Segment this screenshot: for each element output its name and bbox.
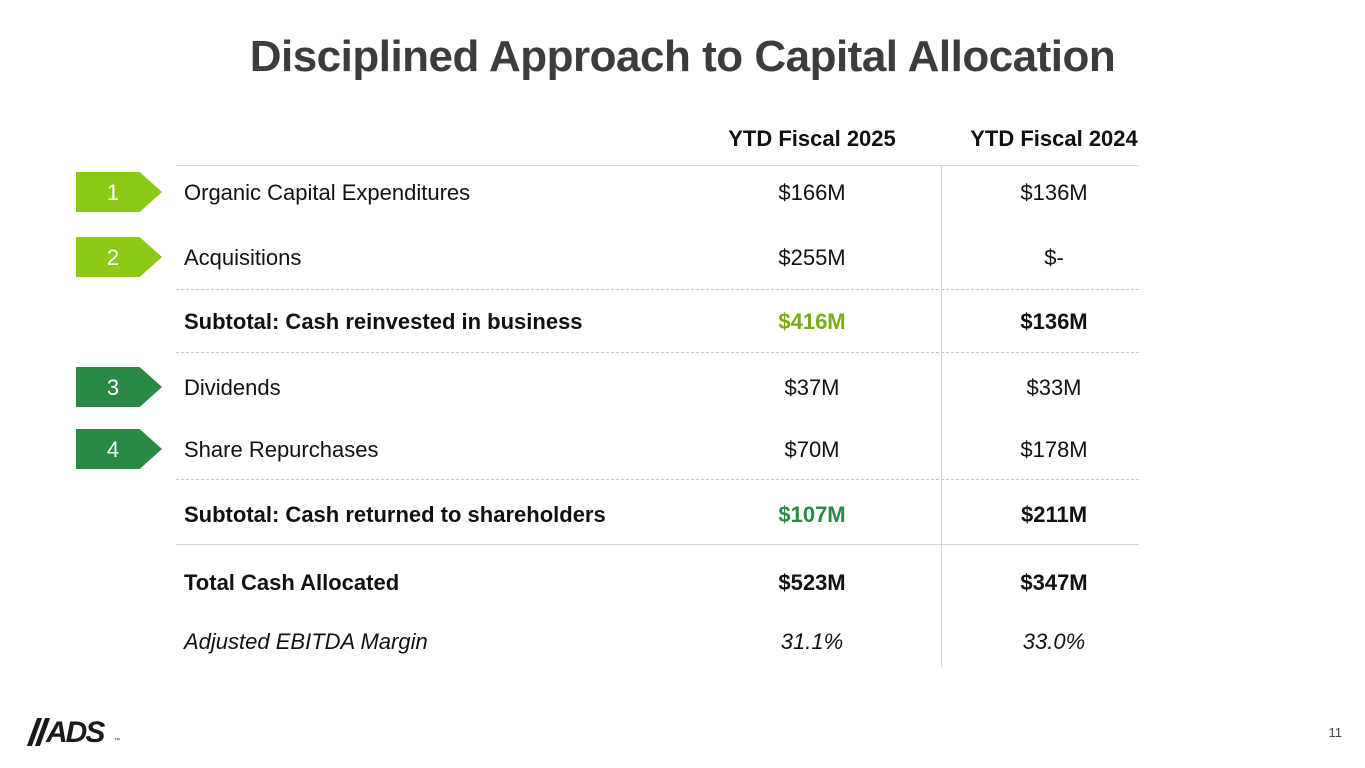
column-header-fy2024: YTD Fiscal 2024 <box>970 126 1138 151</box>
row-label: Share Repurchases <box>184 437 379 462</box>
value-fy2025: $107M <box>778 502 846 527</box>
row-label: Subtotal: Cash reinvested in business <box>184 309 583 334</box>
row-label: Organic Capital Expenditures <box>184 180 471 205</box>
row-divider <box>176 544 1139 545</box>
value-fy2025: $166M <box>778 180 846 205</box>
total-row: Total Cash Allocated $523M $347M <box>0 562 1365 602</box>
column-header-fy2025: YTD Fiscal 2025 <box>728 126 896 151</box>
step-badge-1: 1 <box>76 172 162 212</box>
value-fy2024: $33M <box>1026 375 1082 400</box>
ebitda-margin-row: Adjusted EBITDA Margin 31.1% 33.0% <box>0 621 1365 661</box>
value-fy2024: $347M <box>1020 570 1088 595</box>
subtotal-returned-row: Subtotal: Cash returned to shareholders … <box>0 494 1365 534</box>
value-fy2024: $211M <box>1020 502 1088 527</box>
page-number: 11 <box>1328 725 1343 740</box>
step-badge-2: 2 <box>76 237 162 277</box>
row-label: Dividends <box>184 375 281 400</box>
value-fy2025: $416M <box>778 309 846 334</box>
column-divider <box>941 166 942 668</box>
value-fy2024: 33.0% <box>1022 629 1086 654</box>
value-fy2024: $136M <box>1020 309 1088 334</box>
value-fy2025: $37M <box>784 375 840 400</box>
logo-trademark: ™ <box>114 738 120 744</box>
header-divider <box>176 165 1139 166</box>
value-fy2024: $136M <box>1020 180 1088 205</box>
table-row: 4 Share Repurchases $70M $178M <box>0 429 1365 469</box>
table-row: 1 Organic Capital Expenditures $166M $13… <box>0 172 1365 212</box>
slide-title: Disciplined Approach to Capital Allocati… <box>249 32 1116 81</box>
row-label: Acquisitions <box>184 245 302 270</box>
value-fy2025: $70M <box>784 437 840 462</box>
step-badge-3: 3 <box>76 367 162 407</box>
value-fy2025: $255M <box>778 245 846 270</box>
logo-text: ADS <box>46 716 105 749</box>
step-badge-4: 4 <box>76 429 162 469</box>
subtotal-reinvested-row: Subtotal: Cash reinvested in business $4… <box>0 301 1365 341</box>
row-divider <box>176 479 1139 480</box>
row-divider <box>176 352 1139 353</box>
row-label: Adjusted EBITDA Margin <box>184 629 428 654</box>
table-row: 3 Dividends $37M $33M <box>0 367 1365 407</box>
row-label: Subtotal: Cash returned to shareholders <box>184 502 606 527</box>
value-fy2024: $- <box>1044 245 1064 270</box>
row-label: Total Cash Allocated <box>184 570 400 595</box>
value-fy2024: $178M <box>1020 437 1088 462</box>
row-divider <box>176 289 1139 290</box>
value-fy2025: $523M <box>778 570 846 595</box>
table-row: 2 Acquisitions $255M $- <box>0 237 1365 277</box>
value-fy2025: 31.1% <box>780 629 844 654</box>
